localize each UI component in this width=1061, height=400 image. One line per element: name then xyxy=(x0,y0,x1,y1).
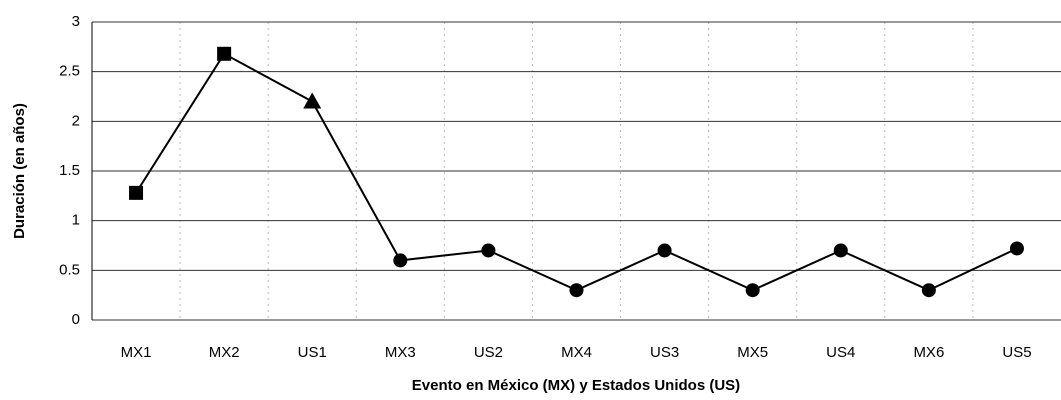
y-tick-label: 1 xyxy=(72,212,80,229)
marker xyxy=(1009,241,1024,256)
x-tick-label: MX1 xyxy=(121,344,152,361)
marker xyxy=(217,46,232,61)
y-tick-label: 3 xyxy=(72,13,80,30)
x-tick-label: MX5 xyxy=(737,344,768,361)
x-tick-label: MX4 xyxy=(561,344,592,361)
marker xyxy=(657,243,672,258)
y-axis-title: Duración (en años) xyxy=(11,103,28,239)
x-axis-title: Evento en México (MX) y Estados Unidos (… xyxy=(412,377,740,394)
x-tick-label: MX2 xyxy=(209,344,240,361)
x-tick-label: US2 xyxy=(474,344,503,361)
x-tick-label: MX3 xyxy=(385,344,416,361)
x-tick-label: MX6 xyxy=(913,344,944,361)
marker xyxy=(303,92,322,109)
marker xyxy=(129,185,144,200)
x-tick-label: US1 xyxy=(298,344,327,361)
marker xyxy=(745,283,760,298)
marker xyxy=(833,243,848,258)
marker xyxy=(393,253,408,268)
y-tick-label: 0.5 xyxy=(59,261,80,278)
marker xyxy=(569,283,584,298)
y-tick-label: 2 xyxy=(72,112,80,129)
y-tick-label: 1.5 xyxy=(59,162,80,179)
x-tick-label: US5 xyxy=(1002,344,1031,361)
marker xyxy=(481,243,496,258)
y-tick-label: 0 xyxy=(72,311,80,328)
y-tick-label: 2.5 xyxy=(59,63,80,80)
x-tick-label: US4 xyxy=(826,344,855,361)
x-tick-label: US3 xyxy=(650,344,679,361)
marker xyxy=(921,283,936,298)
